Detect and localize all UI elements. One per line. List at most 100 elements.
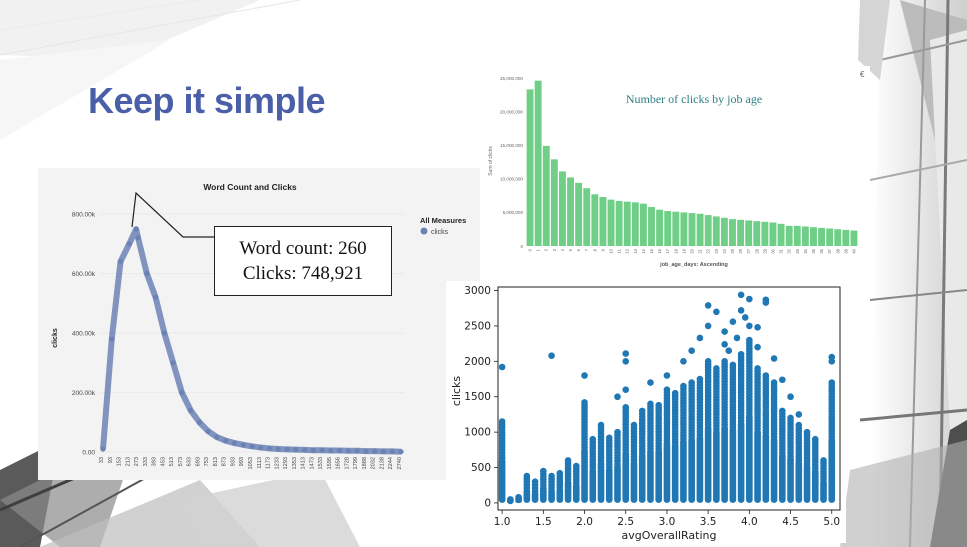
rating-column <box>828 379 836 503</box>
rating-column <box>589 435 597 503</box>
rating-column <box>531 478 539 503</box>
x-tick-label: 23 <box>714 248 719 253</box>
y-tick-label: 20,000,000 <box>500 109 523 114</box>
x-axis-label: avgOverallRating <box>621 529 716 542</box>
scatter-point <box>622 350 630 357</box>
x-tick-label: 28 <box>754 248 759 253</box>
job-age-bar <box>737 219 745 246</box>
scatter-point <box>696 334 704 342</box>
scatter-point-cluster <box>721 425 728 503</box>
clicks-data-point <box>152 294 159 300</box>
job-age-bar <box>591 194 599 246</box>
clicks-data-point <box>135 235 141 241</box>
x-tick-label: 13 <box>633 248 638 253</box>
rating-column <box>647 400 654 503</box>
y-tick-label: 1000 <box>464 427 491 439</box>
y-tick-label: 0 <box>520 244 523 249</box>
rating-column <box>523 472 531 503</box>
x-tick-label: 2.5 <box>617 516 634 528</box>
y-tick-label: 2000 <box>464 356 491 368</box>
scatter-point-cluster <box>597 460 605 503</box>
scatter-point <box>572 462 580 470</box>
x-tick-label: 1473 <box>309 457 315 469</box>
scatter-point <box>770 355 778 362</box>
clicks-data-point <box>372 448 378 454</box>
x-tick-label: 18 <box>673 248 678 253</box>
scatter-point <box>696 375 704 383</box>
scatter-point <box>754 343 761 351</box>
y-tick-label: 3000 <box>464 285 491 297</box>
clicks-data-point <box>389 448 395 455</box>
rating-column <box>597 421 605 503</box>
rating-column <box>515 493 522 504</box>
job-age-bar <box>680 212 688 246</box>
scatter-point <box>498 418 506 425</box>
job-age-bar <box>712 216 720 246</box>
clicks-data-point <box>240 442 246 448</box>
x-tick-label: 8 <box>592 248 597 251</box>
job-age-bar <box>826 228 834 246</box>
scatter-point <box>729 361 737 369</box>
page-marker: € <box>860 70 865 79</box>
plot-frame <box>497 286 841 511</box>
scatter-point-cluster <box>540 485 547 503</box>
x-tick-label: 2 <box>544 248 549 251</box>
scatter-point-cluster <box>696 434 704 503</box>
scatter-point <box>540 467 547 475</box>
x-tick-label: 213 <box>125 457 131 466</box>
scatter-point <box>498 363 506 371</box>
job-age-bar <box>745 220 753 246</box>
scatter-point-cluster <box>704 425 712 503</box>
scatter-point <box>680 382 687 390</box>
x-tick-label: 333 <box>143 457 149 466</box>
x-tick-label: 29 <box>762 248 767 253</box>
x-tick-label: 1113 <box>257 457 263 469</box>
x-tick-label: 933 <box>230 457 236 466</box>
rating-column <box>655 401 662 503</box>
x-tick-label: 7 <box>584 248 589 251</box>
scatter-point-cluster <box>803 463 811 503</box>
y-tick-label: 600.00k <box>72 271 96 278</box>
job-age-bar <box>769 222 777 246</box>
scatter-point <box>704 302 712 309</box>
scatter-point <box>548 352 555 359</box>
y-tick-label: 0 <box>484 497 491 509</box>
x-tick-label: 6 <box>576 248 581 251</box>
y-tick-label: 800.00k <box>72 212 96 219</box>
job-age-bar <box>542 145 550 246</box>
scatter-point <box>746 295 753 303</box>
x-tick-label: 22 <box>706 248 711 253</box>
x-tick-label: 2740 <box>397 457 403 469</box>
scatter-point <box>787 414 794 422</box>
scatter-point <box>741 314 749 321</box>
rating-column <box>729 361 737 503</box>
clicks-data-point <box>170 360 176 366</box>
x-tick-label: 10 <box>609 248 614 253</box>
scatter-point <box>737 307 745 314</box>
job-age-bar <box>575 182 583 246</box>
x-tick-label: 2032 <box>371 457 377 469</box>
job-age-chart-panel: Number of clicks by job age Sum of click… <box>482 66 870 272</box>
job-age-bar <box>810 227 817 246</box>
y-tick-label: 10,000,000 <box>500 177 523 182</box>
clicks-data-point <box>275 446 281 452</box>
rating-column <box>737 350 745 503</box>
x-tick-label: 3.0 <box>659 516 676 528</box>
scatter-point-cluster <box>779 452 786 503</box>
x-tick-label: 17 <box>665 248 670 253</box>
scatter-point-cluster <box>663 440 671 503</box>
job-age-bar <box>664 211 672 246</box>
x-tick-label: 16 <box>657 248 662 253</box>
scatter-point-cluster <box>548 488 555 503</box>
scatter-point <box>581 399 588 406</box>
x-tick-label: 25 <box>730 248 735 253</box>
x-tick-label: 4.5 <box>782 516 799 528</box>
rating-column <box>663 386 671 503</box>
rating-scatter-panel: clicks avgOverallRating 1.0 1.5 2.0 2.5 3.0 3… <box>446 281 846 543</box>
x-tick-label: 12 <box>625 248 630 253</box>
scatter-point-cluster <box>787 456 794 503</box>
rating-clicks-scatter: clicks avgOverallRating 1.0 1.5 2.0 2.5 3.0 3… <box>446 281 846 543</box>
rating-column <box>704 358 712 503</box>
scatter-point <box>754 365 761 372</box>
